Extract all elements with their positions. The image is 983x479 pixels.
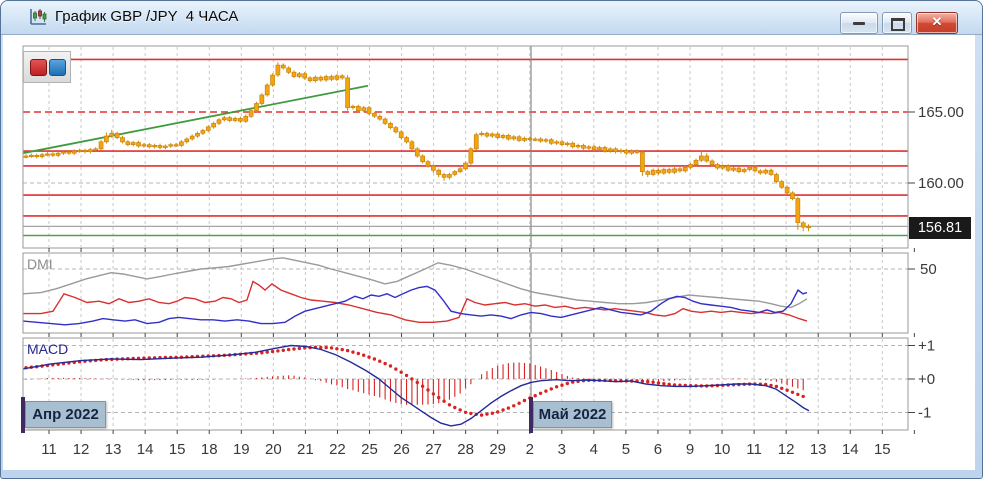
dmi-label: DMI	[27, 256, 53, 272]
titlebar[interactable]: График GBP /JPY 4 ЧАСА ✕	[1, 1, 982, 35]
dmi-di-plus-line	[23, 280, 808, 323]
x-axis-day-label: 14	[137, 441, 154, 458]
x-axis-day-label: 27	[425, 441, 442, 458]
price-axis-label: 160.00	[918, 175, 964, 192]
dmi-di-minus-line	[22, 285, 808, 326]
trend-line	[22, 84, 369, 155]
maximize-button[interactable]	[882, 12, 912, 34]
x-axis-day-label: 15	[874, 441, 891, 458]
x-axis-day-label: 3	[558, 441, 566, 458]
window-controls: ✕	[840, 12, 958, 34]
blue-marker-button[interactable]	[49, 59, 66, 76]
x-axis-day-label: 28	[457, 441, 474, 458]
minimize-icon	[853, 22, 865, 25]
x-axis-day-label: 18	[201, 441, 218, 458]
x-axis-day-label: 11	[41, 441, 57, 458]
x-axis-day-label: 14	[842, 441, 859, 458]
x-axis-day-label: 12	[73, 441, 90, 458]
macd-axis-label: -1	[918, 405, 931, 422]
x-axis-day-label: 12	[778, 441, 795, 458]
dmi-axis-label: 50	[920, 261, 937, 278]
x-axis-day-label: 13	[105, 441, 122, 458]
window-title: График GBP /JPY 4 ЧАСА	[55, 8, 239, 25]
x-axis-day-label: 10	[714, 441, 731, 458]
x-axis-day-label: 25	[361, 441, 378, 458]
macd-label: MACD	[27, 341, 69, 357]
x-axis-day-label: 26	[393, 441, 410, 458]
x-axis-day-label: 20	[265, 441, 282, 458]
x-axis-day-label: 13	[810, 441, 827, 458]
current-price-box: 156.81	[909, 217, 971, 239]
x-axis-day-label: 5	[622, 441, 630, 458]
x-axis-day-label: 19	[233, 441, 250, 458]
x-axis-day-label: 29	[489, 441, 506, 458]
x-axis-day-label: 2	[526, 441, 534, 458]
macd-histogram	[25, 362, 804, 405]
macd-line	[22, 344, 810, 427]
x-axis-day-label: 15	[169, 441, 186, 458]
chart-toolbar	[23, 51, 71, 83]
price-axis-label: 165.00	[918, 104, 964, 121]
april-badge: Апр 2022	[25, 401, 106, 428]
april-start-marker	[21, 397, 25, 433]
close-button[interactable]: ✕	[916, 12, 958, 34]
may-start-marker	[529, 397, 533, 433]
x-axis-day-label: 4	[590, 441, 598, 458]
x-axis-day-label: 21	[297, 441, 314, 458]
close-icon: ✕	[931, 14, 943, 29]
dmi-adx-line	[22, 257, 808, 309]
candlestick-series	[23, 62, 811, 232]
x-axis-day-label: 9	[686, 441, 694, 458]
may-badge: Май 2022	[533, 401, 612, 428]
x-axis-day-label: 6	[654, 441, 662, 458]
x-axis-day-label: 22	[329, 441, 346, 458]
macd-axis-label: +0	[918, 371, 935, 388]
maximize-icon	[891, 18, 905, 31]
x-axis-day-label: 11	[746, 441, 762, 458]
macd-axis-label: +1	[918, 338, 935, 355]
candlestick-chart-icon	[28, 7, 48, 27]
red-marker-button[interactable]	[30, 59, 47, 76]
minimize-button[interactable]	[840, 12, 878, 34]
